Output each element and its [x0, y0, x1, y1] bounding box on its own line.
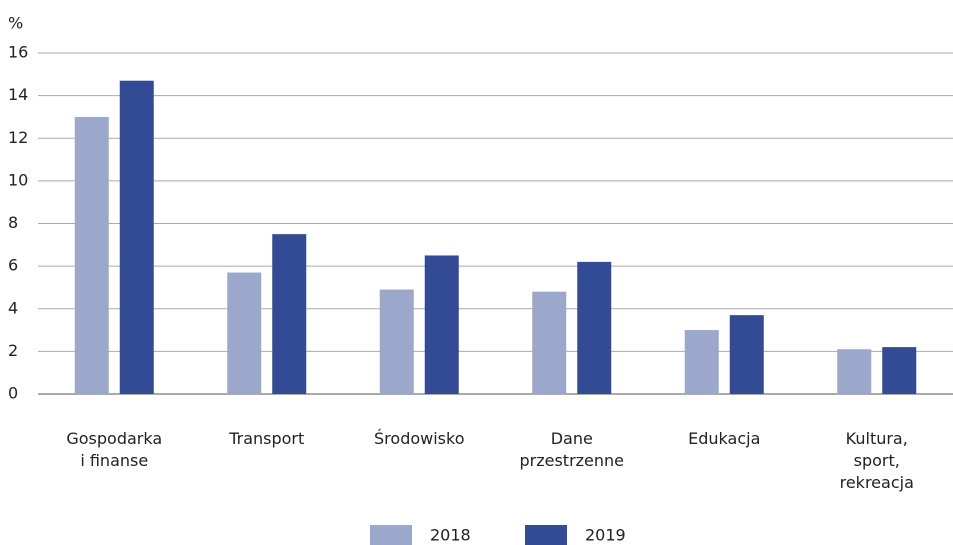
- bar: [119, 80, 154, 395]
- bar: [227, 272, 262, 394]
- x-tick-label: Środowisko: [374, 429, 465, 448]
- bar: [424, 255, 459, 394]
- y-tick-label: 12: [8, 128, 28, 147]
- bar: [837, 349, 872, 394]
- x-tick-label: Edukacja: [688, 429, 761, 448]
- bar: [379, 289, 414, 394]
- y-tick-label: 4: [8, 298, 18, 317]
- bar: [729, 315, 764, 394]
- x-tick-label: Kultura, sport, rekreacja: [839, 429, 914, 492]
- x-tick-label: Gospodarka i finanse: [66, 429, 163, 470]
- y-tick-label: 14: [8, 85, 28, 104]
- y-tick-label: 0: [8, 384, 18, 403]
- legend-label: 2018: [430, 526, 471, 545]
- y-tick-label: 2: [8, 341, 18, 360]
- y-tick-label: 10: [8, 170, 28, 189]
- y-axis-label: %: [8, 14, 23, 33]
- bar: [532, 291, 567, 394]
- y-tick-label: 8: [8, 213, 18, 232]
- legend-label: 2019: [585, 526, 626, 545]
- bar: [684, 330, 719, 394]
- legend-swatch: [525, 525, 567, 545]
- x-tick-label: Dane przestrzenne: [519, 429, 625, 470]
- bar: [74, 116, 109, 394]
- y-tick-label: 6: [8, 256, 18, 275]
- bar: [272, 234, 307, 394]
- x-tick-label: Transport: [229, 429, 305, 448]
- y-tick-label: 16: [8, 43, 28, 62]
- bar: [577, 261, 612, 394]
- legend-swatch: [370, 525, 412, 545]
- bar: [882, 347, 917, 394]
